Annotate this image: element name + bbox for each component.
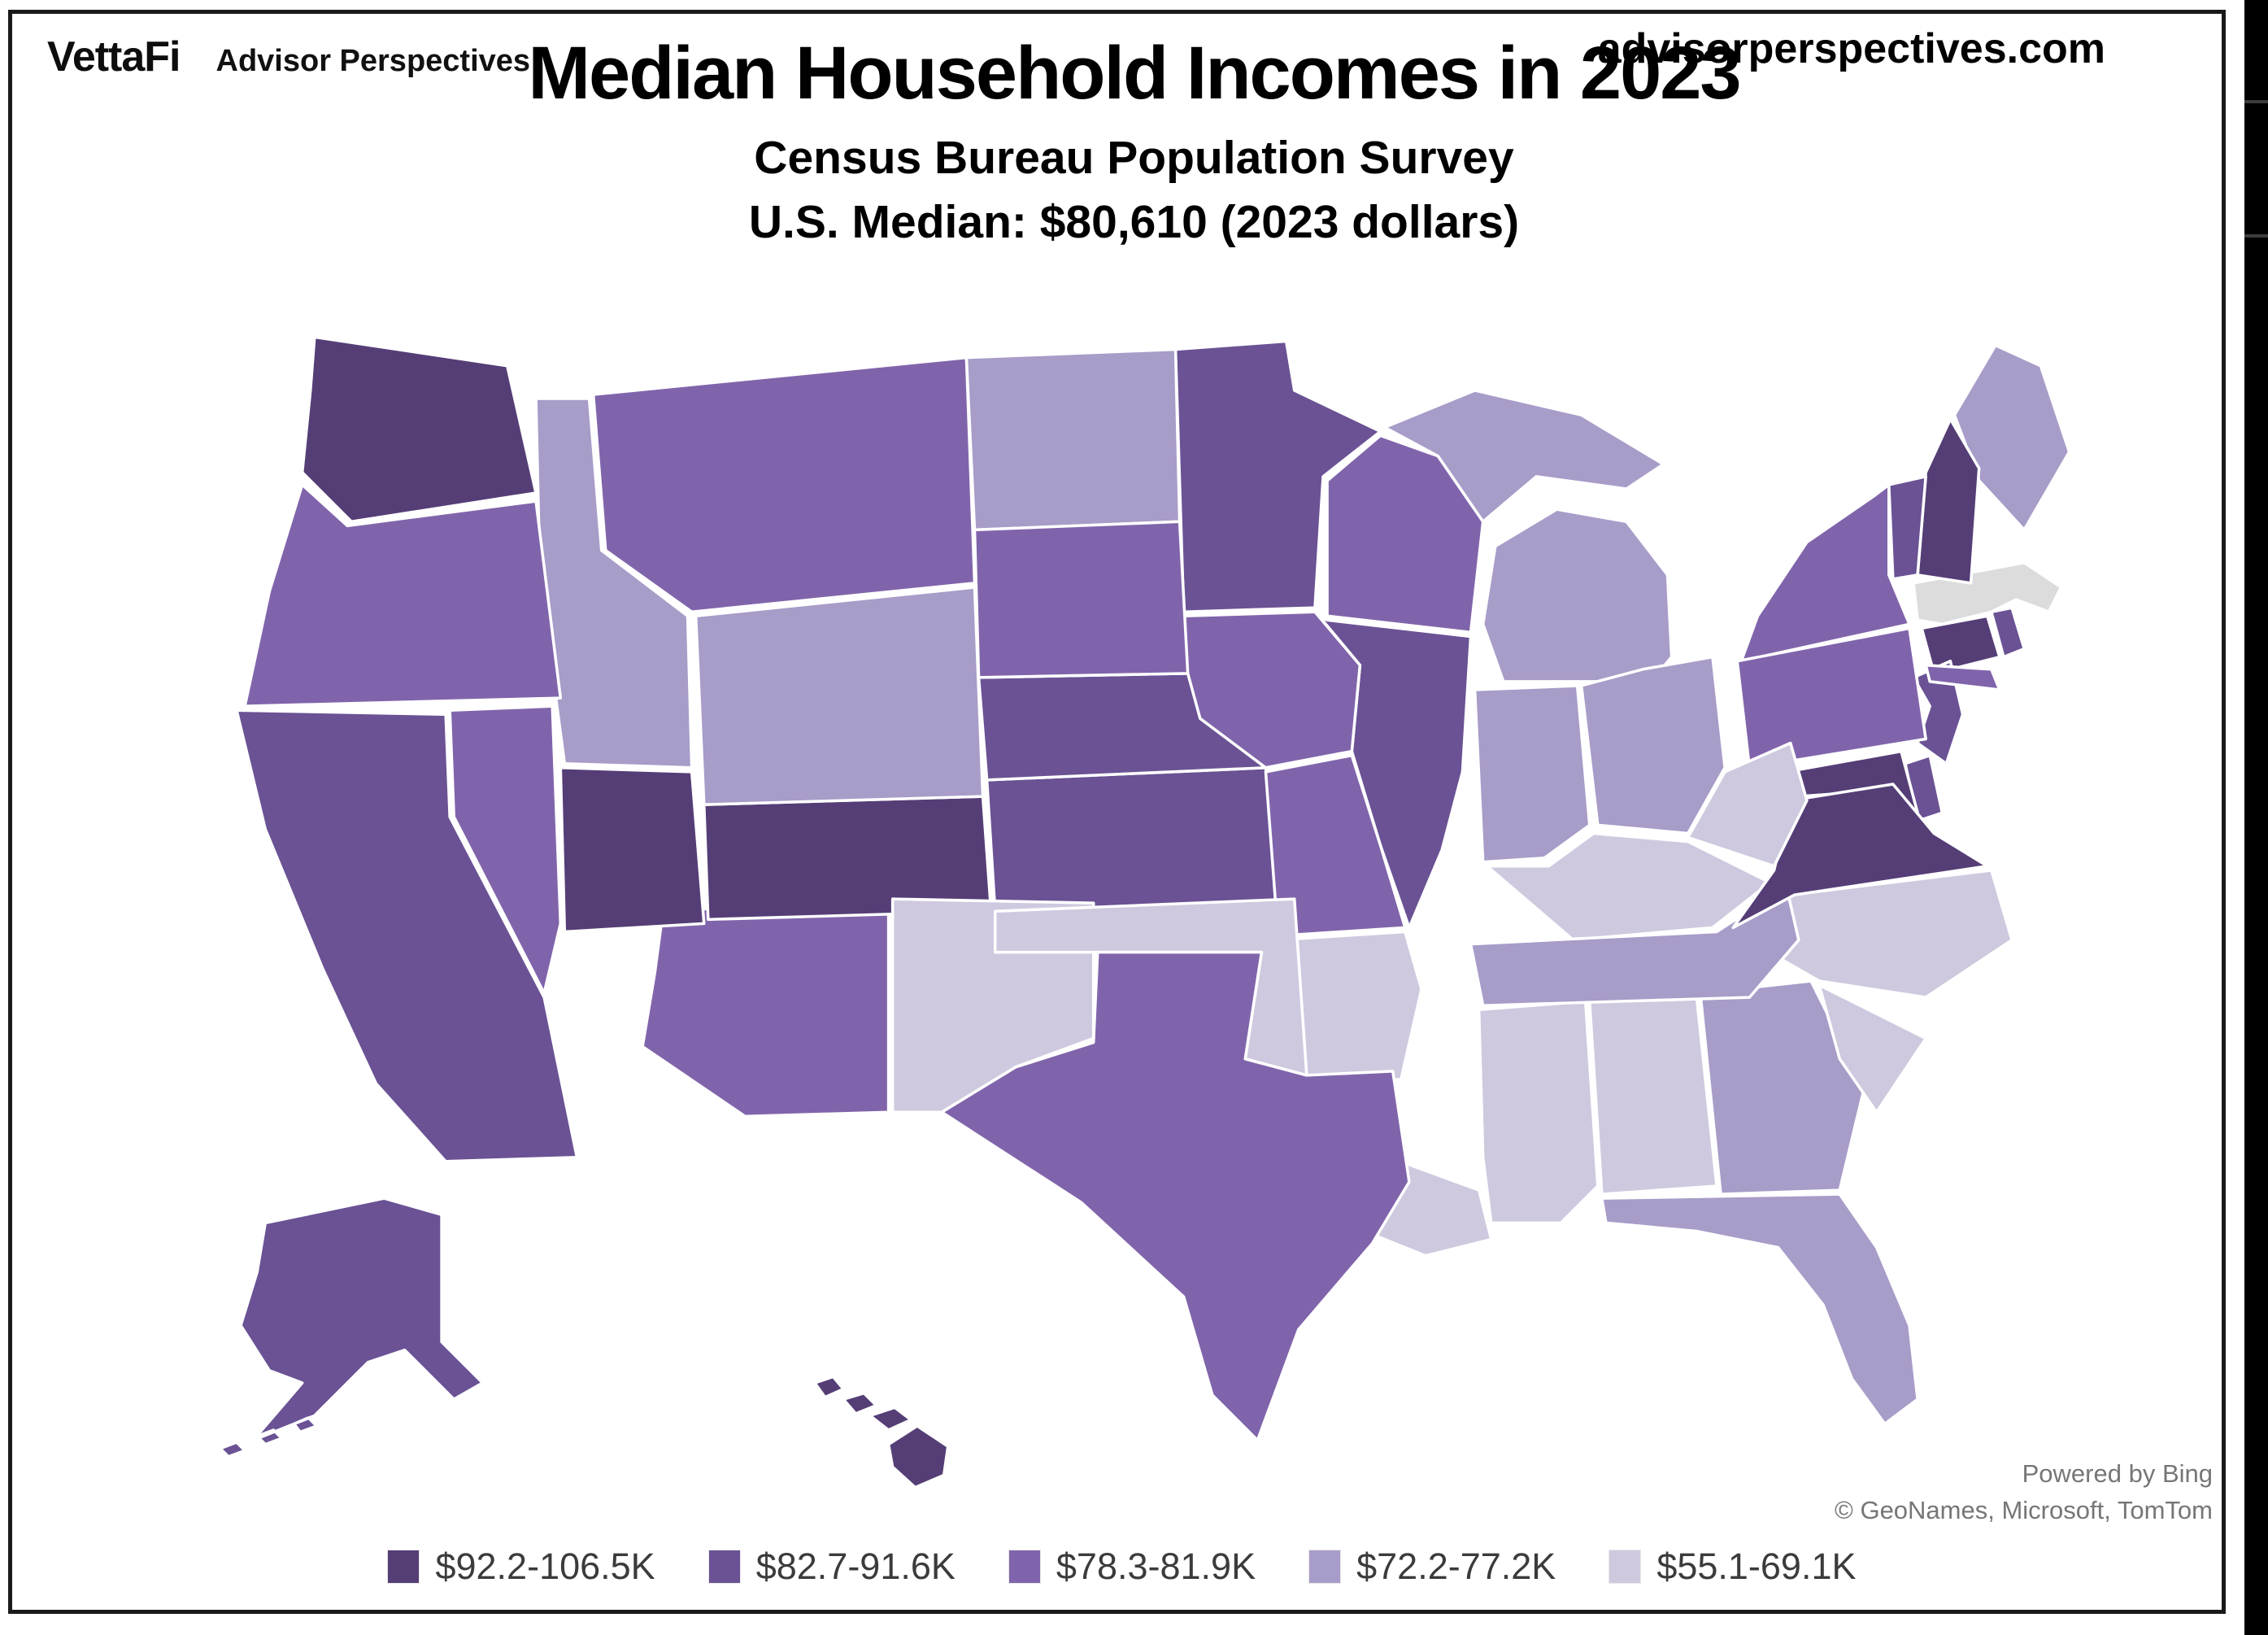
state-KS: Kansas: [985, 766, 1280, 913]
state-AZ: Arizona: [641, 897, 890, 1118]
state-MI: Michigan: [1382, 389, 1674, 683]
legend-swatch: [1308, 1550, 1342, 1584]
state-WA: Washington: [300, 335, 538, 524]
state-MT: Montana: [591, 355, 977, 613]
state-VT: Vermont: [1887, 475, 1927, 581]
legend-item: $72.2-77.2K: [1308, 1546, 1556, 1588]
state-AK: Alaska: [219, 1197, 485, 1458]
website-url: advisorperspectives.com: [1597, 25, 2105, 72]
us-choropleth-map: AlabamaAlaskaArizonaArkansasCaliforniaCo…: [219, 335, 2071, 1489]
state-AL: Alabama: [1587, 992, 1718, 1196]
legend-swatch: [707, 1550, 741, 1584]
state-OH: Ohio: [1579, 655, 1726, 835]
state-GA: Georgia: [1699, 979, 1866, 1196]
state-MS: Mississippi: [1477, 1000, 1600, 1225]
title-block: Median Household Incomes in 2023 Census …: [528, 32, 1741, 248]
state-MN: Minnesota: [1173, 339, 1382, 613]
state-HI: Hawaii: [813, 1375, 950, 1489]
state-IN: Indiana: [1473, 684, 1591, 864]
state-CA: California: [235, 708, 579, 1163]
legend-item: $78.3-81.9K: [1008, 1546, 1256, 1588]
legend-label: $78.3-81.9K: [1056, 1546, 1256, 1587]
legend-swatch: [1608, 1550, 1642, 1584]
powered-by-bing-label: Powered by Bing: [2022, 1459, 2213, 1488]
vettafi-logo: VettaFi Advisor Perspectives: [47, 33, 530, 81]
advisor-perspectives-label: Advisor Perspectives: [215, 44, 531, 78]
strip-divider: [2244, 234, 2268, 238]
state-OR: Oregon: [243, 483, 563, 708]
legend-item: $55.1-69.1K: [1608, 1546, 1857, 1588]
chart-subtitle: Census Bureau Population Survey: [754, 132, 1514, 184]
chart-title: Median Household Incomes in 2023: [528, 32, 1741, 115]
state-WI: Wisconsin: [1326, 434, 1485, 634]
state-CT: Connecticut: [1920, 614, 2001, 675]
state-TX: Texas: [940, 950, 1411, 1442]
strip-divider: [2244, 100, 2268, 103]
legend-label: $72.2-77.2K: [1356, 1546, 1556, 1587]
state-SC: South Carolina: [1817, 983, 1927, 1114]
legend: $92.2-106.5K $82.7-91.6K $78.3-81.9K $72…: [0, 1546, 2244, 1588]
map-attribution: Powered by Bing © GeoNames, Microsoft, T…: [1835, 1456, 2213, 1529]
legend-label: $55.1-69.1K: [1656, 1546, 1857, 1587]
state-FL: Florida: [1600, 1192, 1919, 1426]
state-WY: Wyoming: [694, 586, 985, 806]
state-UT: Utah: [559, 766, 706, 934]
map-container: AlabamaAlaskaArizonaArkansasCaliforniaCo…: [138, 268, 2106, 1505]
us-median-line: U.S. Median: $80,610 (2023 dollars): [748, 196, 1520, 248]
geonames-copyright-label: © GeoNames, Microsoft, TomTom: [1835, 1495, 2213, 1524]
screen-edge-black-strip: [2244, 0, 2268, 1635]
legend-label: $92.2-106.5K: [435, 1546, 655, 1587]
legend-item: $82.7-91.6K: [707, 1546, 956, 1588]
state-WV: West Virginia: [1686, 741, 1809, 868]
legend-label: $82.7-91.6K: [755, 1546, 956, 1587]
state-RI: Rhode Island: [1990, 606, 2026, 659]
state-SD: South Dakota: [973, 520, 1190, 679]
legend-swatch: [387, 1550, 420, 1584]
vettafi-logo-text: VettaFi: [47, 33, 181, 81]
state-PA: Pennsylvania: [1735, 626, 1927, 770]
state-ND: North Dakota: [964, 347, 1182, 532]
legend-item: $92.2-106.5K: [387, 1546, 655, 1588]
legend-swatch: [1008, 1550, 1041, 1584]
state-TN: Tennessee: [1469, 885, 1800, 1007]
state-NV: Nevada: [448, 704, 563, 995]
